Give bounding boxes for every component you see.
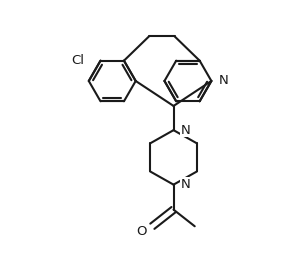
Text: Cl: Cl bbox=[71, 54, 84, 67]
Text: N: N bbox=[219, 74, 229, 87]
Text: O: O bbox=[136, 225, 147, 238]
Text: N: N bbox=[181, 124, 191, 137]
Text: N: N bbox=[181, 178, 191, 191]
